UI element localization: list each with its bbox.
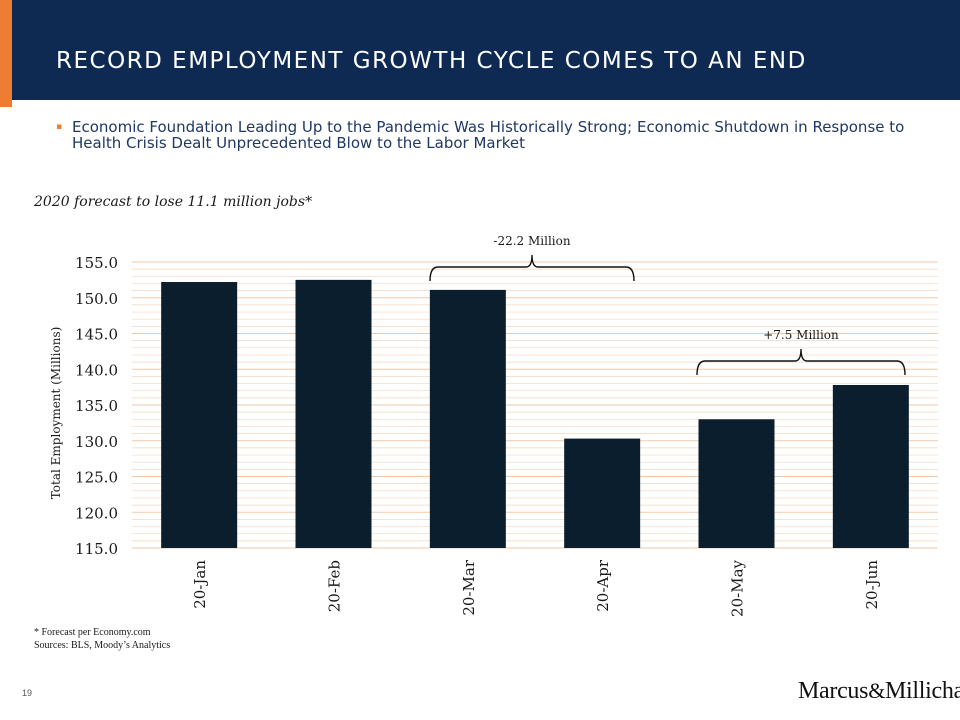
x-tick-label: 20-Apr [594, 559, 612, 612]
logo-ampersand: & [868, 678, 885, 703]
x-tick-label: 20-Mar [460, 559, 478, 615]
y-tick-label: 125.0 [75, 469, 118, 487]
bar [564, 438, 641, 548]
company-logo: Marcus&Millichap [798, 678, 960, 705]
bar [429, 289, 506, 548]
y-axis-label: Total Employment (Millions) [49, 327, 63, 500]
y-tick-label: 120.0 [75, 504, 118, 522]
footnote: * Forecast per Economy.com Sources: BLS,… [34, 626, 170, 652]
annotation-label: +7.5 Million [763, 328, 839, 342]
annotation-brace [696, 348, 906, 376]
footnote-sources: Sources: BLS, Moody’s Analytics [34, 640, 171, 651]
bullet-text: Economic Foundation Leading Up to the Pa… [72, 118, 905, 152]
page-number: 19 [22, 688, 33, 698]
header-bar [0, 0, 960, 100]
logo-part2: Millichap [885, 678, 960, 704]
annotation-brace [429, 254, 635, 282]
page-title: RECORD EMPLOYMENT GROWTH CYCLE COMES TO … [56, 48, 807, 74]
bar [832, 384, 909, 548]
x-tick-label: 20-Feb [326, 560, 344, 612]
y-tick-label: 150.0 [75, 290, 118, 308]
y-tick-label: 130.0 [75, 433, 118, 451]
y-tick-label: 115.0 [75, 540, 118, 558]
accent-stripe [0, 0, 12, 107]
y-tick-label: 135.0 [75, 397, 118, 415]
x-tick-label: 20-May [729, 559, 747, 616]
bar [698, 419, 775, 548]
bullet-icon: ▪ [56, 122, 63, 132]
forecast-note: 2020 forecast to lose 11.1 million jobs* [34, 194, 313, 210]
y-tick-label: 145.0 [75, 326, 118, 344]
footnote-forecast: * Forecast per Economy.com [34, 627, 151, 638]
y-tick-label: 155.0 [75, 254, 118, 272]
y-tick-label: 140.0 [75, 361, 118, 379]
x-tick-label: 20-Jan [191, 560, 209, 609]
bullet-point: ▪ Economic Foundation Leading Up to the … [56, 119, 936, 151]
annotation-label: -22.2 Million [493, 234, 570, 248]
bar [161, 282, 238, 548]
bar [295, 279, 372, 548]
x-tick-label: 20-Jun [863, 560, 881, 610]
logo-part1: Marcus [798, 678, 869, 704]
